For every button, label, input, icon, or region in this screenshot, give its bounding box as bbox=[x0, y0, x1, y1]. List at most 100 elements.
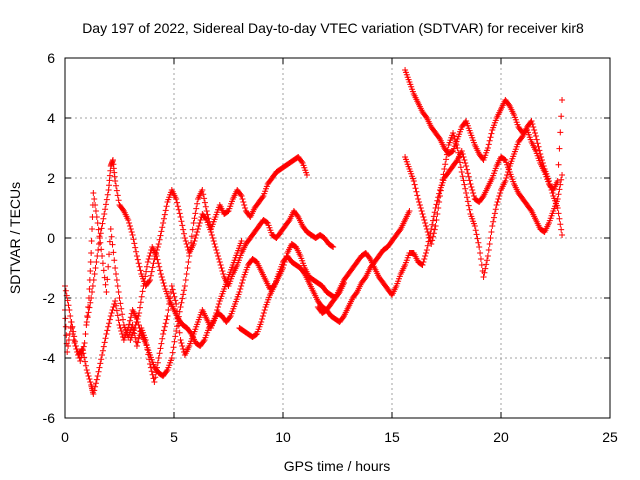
data-point-track-h-4-1 bbox=[78, 354, 85, 361]
data-point-track-g-11 bbox=[450, 130, 457, 136]
data-point-track-a-5-4 bbox=[87, 379, 94, 385]
data-point-track-h-36-2 bbox=[214, 307, 221, 313]
data-point-track-a-40-4 bbox=[237, 191, 244, 198]
data-point-track-h-24-1 bbox=[160, 327, 167, 334]
data-point-track-g-8 bbox=[436, 193, 443, 199]
data-point-track-a-29-4 bbox=[189, 226, 196, 233]
data-point-track-a-25-4 bbox=[172, 333, 179, 340]
data-point-track-a-32-2 bbox=[201, 195, 208, 202]
data-point-track-g-12-3 bbox=[457, 159, 464, 166]
data-point-track-c-25 bbox=[236, 289, 243, 295]
data-point-track-b-13 bbox=[133, 253, 140, 259]
data-point-track-d-5-3 bbox=[260, 310, 267, 316]
data-point-track-a-8-4 bbox=[98, 356, 105, 363]
data-point-track-h-8 bbox=[90, 190, 97, 196]
data-point-track-g-16-3 bbox=[474, 235, 481, 242]
data-point-track-a-30-2 bbox=[192, 210, 199, 217]
data-point-track-b-8-4 bbox=[115, 197, 122, 204]
data-point-track-b-0-3 bbox=[86, 304, 93, 311]
data-point-track-b-32-3 bbox=[219, 268, 226, 274]
data-point-track-a-28-3 bbox=[184, 265, 191, 271]
data-point-track-b-23 bbox=[177, 214, 184, 220]
data-point-track-b-27 bbox=[194, 226, 201, 232]
data-point-track-b-32-4 bbox=[220, 271, 227, 277]
data-point-track-h-21 bbox=[147, 361, 154, 367]
y-tick-label-1: -4 bbox=[43, 350, 56, 366]
data-point-track-g-19-2 bbox=[486, 241, 493, 247]
data-point-track-a-27 bbox=[177, 304, 184, 310]
data-point-track-h-14-3 bbox=[119, 311, 126, 318]
data-point-track-b-0-4 bbox=[87, 299, 94, 306]
x-tick-label-3: 15 bbox=[384, 429, 400, 445]
data-point-track-a-13-3 bbox=[119, 331, 126, 337]
data-point-track-b-23-2 bbox=[179, 222, 186, 229]
data-point-track-a-26 bbox=[173, 328, 180, 334]
data-point-track-a-0-1 bbox=[62, 287, 69, 294]
data-point-track-h-27-4 bbox=[176, 329, 183, 336]
data-point-track-g-17-3 bbox=[478, 262, 485, 268]
data-point-track-c-3-1 bbox=[141, 278, 148, 285]
data-point-track-h-17-2 bbox=[131, 330, 138, 337]
data-point-track-b-12-3 bbox=[132, 244, 139, 251]
data-point-track-h-27-2 bbox=[174, 315, 181, 322]
data-point-track-b-1-2 bbox=[89, 283, 96, 289]
data-point-track-a-28-1 bbox=[182, 277, 189, 283]
data-point-track-c-25-2 bbox=[238, 283, 245, 289]
data-point-track-h-18 bbox=[133, 343, 140, 349]
data-point-track-h-21-1 bbox=[147, 364, 154, 371]
data-point-track-c-3-4 bbox=[143, 263, 150, 270]
data-point-track-g-2-1 bbox=[411, 181, 418, 188]
data-point-track-g-11-2 bbox=[451, 136, 458, 142]
data-point-track-f-36 bbox=[559, 97, 566, 103]
data-point-track-e-33-2 bbox=[460, 154, 467, 160]
data-point-track-h-20-1 bbox=[143, 341, 150, 348]
data-point-track-h-27-1 bbox=[174, 308, 181, 315]
data-point-track-g-2 bbox=[410, 178, 417, 184]
data-point-track-g-9-4 bbox=[444, 146, 451, 153]
data-point-track-g-20 bbox=[489, 223, 496, 229]
data-point-track-b-24-3 bbox=[184, 244, 191, 250]
data-point-track-a-30-4 bbox=[194, 200, 201, 207]
data-point-track-a-27-3 bbox=[180, 291, 187, 298]
data-point-track-h-4-2 bbox=[79, 350, 86, 357]
data-point-track-a-8-1 bbox=[95, 368, 102, 375]
data-point-track-a-33 bbox=[203, 208, 210, 214]
data-point-track-a-9-4 bbox=[102, 335, 109, 342]
data-point-track-b-31 bbox=[212, 244, 219, 250]
data-point-track-h-7 bbox=[88, 250, 95, 256]
y-tick-label-4: 2 bbox=[47, 170, 55, 186]
data-point-track-b-11 bbox=[125, 217, 132, 223]
data-point-track-a-15-2 bbox=[126, 317, 133, 324]
data-point-track-g-21-2 bbox=[495, 196, 502, 202]
data-point-track-b-8-1 bbox=[113, 182, 120, 189]
data-point-track-g-14-3 bbox=[465, 202, 472, 209]
data-point-track-h-3 bbox=[72, 343, 79, 349]
data-point-track-d-5-1 bbox=[259, 316, 266, 322]
data-point-track-a-9 bbox=[99, 352, 106, 358]
data-point-track-h-17-3 bbox=[132, 334, 139, 341]
data-point-track-f-19 bbox=[484, 145, 491, 151]
data-point-track-g-30-2 bbox=[534, 140, 541, 147]
data-point-track-h-6 bbox=[85, 295, 92, 301]
data-point-track-h-20-4 bbox=[146, 356, 153, 363]
data-point-track-g-5 bbox=[423, 226, 430, 232]
data-point-track-b-2-4 bbox=[96, 241, 103, 247]
data-point-track-e-33-1 bbox=[459, 151, 466, 157]
data-point-track-h-13-1 bbox=[113, 271, 120, 277]
data-point-track-g-23 bbox=[502, 178, 509, 184]
data-point-track-g-23-2 bbox=[504, 172, 511, 178]
data-point-track-g-18 bbox=[480, 274, 487, 280]
data-point-track-b-22-4 bbox=[176, 210, 183, 217]
data-point-track-g-19-4 bbox=[488, 229, 495, 235]
data-point-track-a-4-4 bbox=[82, 362, 89, 369]
data-point-track-e-34 bbox=[463, 163, 470, 169]
data-point-track-g-13-4 bbox=[462, 185, 469, 192]
data-point-track-e-34-4 bbox=[466, 177, 473, 184]
data-point-track-b-3-4 bbox=[100, 215, 107, 222]
data-point-track-c-25-3 bbox=[239, 280, 246, 286]
data-point-track-h-4-3 bbox=[79, 347, 86, 354]
data-point-track-g-35-1 bbox=[555, 210, 562, 217]
data-point-track-g-12-4 bbox=[457, 164, 464, 171]
data-point-track-a-30 bbox=[190, 220, 197, 226]
y-tick-label-0: -6 bbox=[43, 410, 56, 426]
